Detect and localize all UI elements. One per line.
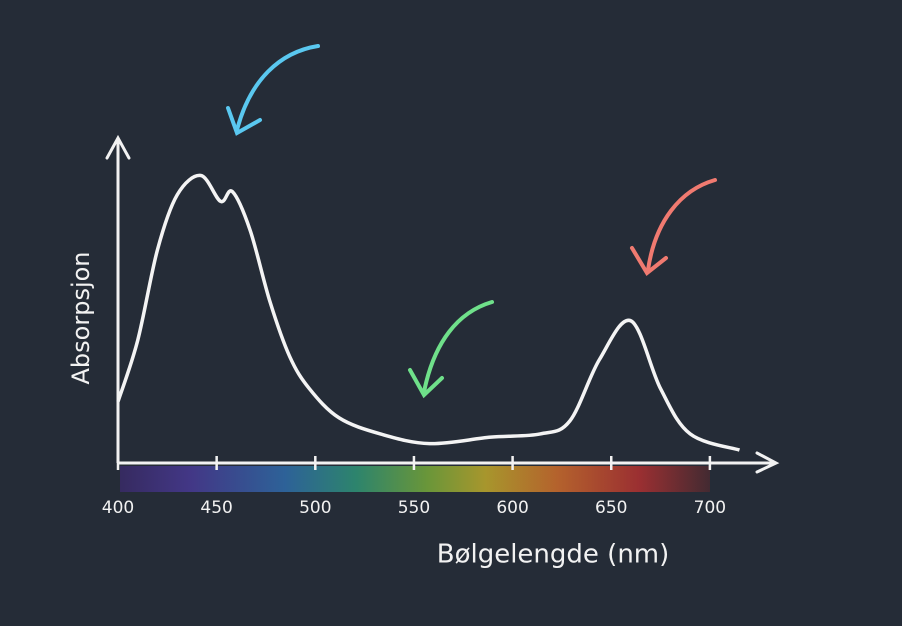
x-tick-label: 550 — [398, 498, 430, 518]
y-axis-label: Absorpsjon — [67, 251, 95, 384]
blue-arrow-head — [226, 106, 262, 136]
green-arrow-head — [408, 368, 444, 399]
x-axis-label: Bølgelengde (nm) — [437, 540, 670, 570]
x-tick-label: 600 — [496, 498, 528, 518]
blue-arrow — [235, 44, 320, 132]
red-arrow — [646, 178, 717, 272]
spectrum-band — [120, 466, 710, 492]
absorption-line — [116, 173, 741, 452]
x-axis-arrow — [755, 451, 780, 474]
x-tick-label: 650 — [595, 498, 627, 518]
x-tick-label: 700 — [694, 498, 726, 518]
x-tick-label: 400 — [102, 498, 134, 518]
y-axis-arrow — [105, 134, 131, 160]
red-arrow-head — [630, 246, 668, 276]
green-arrow — [422, 300, 494, 394]
annotation-arrows — [226, 44, 717, 399]
x-tick-label: 500 — [299, 498, 331, 518]
x-tick-label: 450 — [200, 498, 232, 518]
